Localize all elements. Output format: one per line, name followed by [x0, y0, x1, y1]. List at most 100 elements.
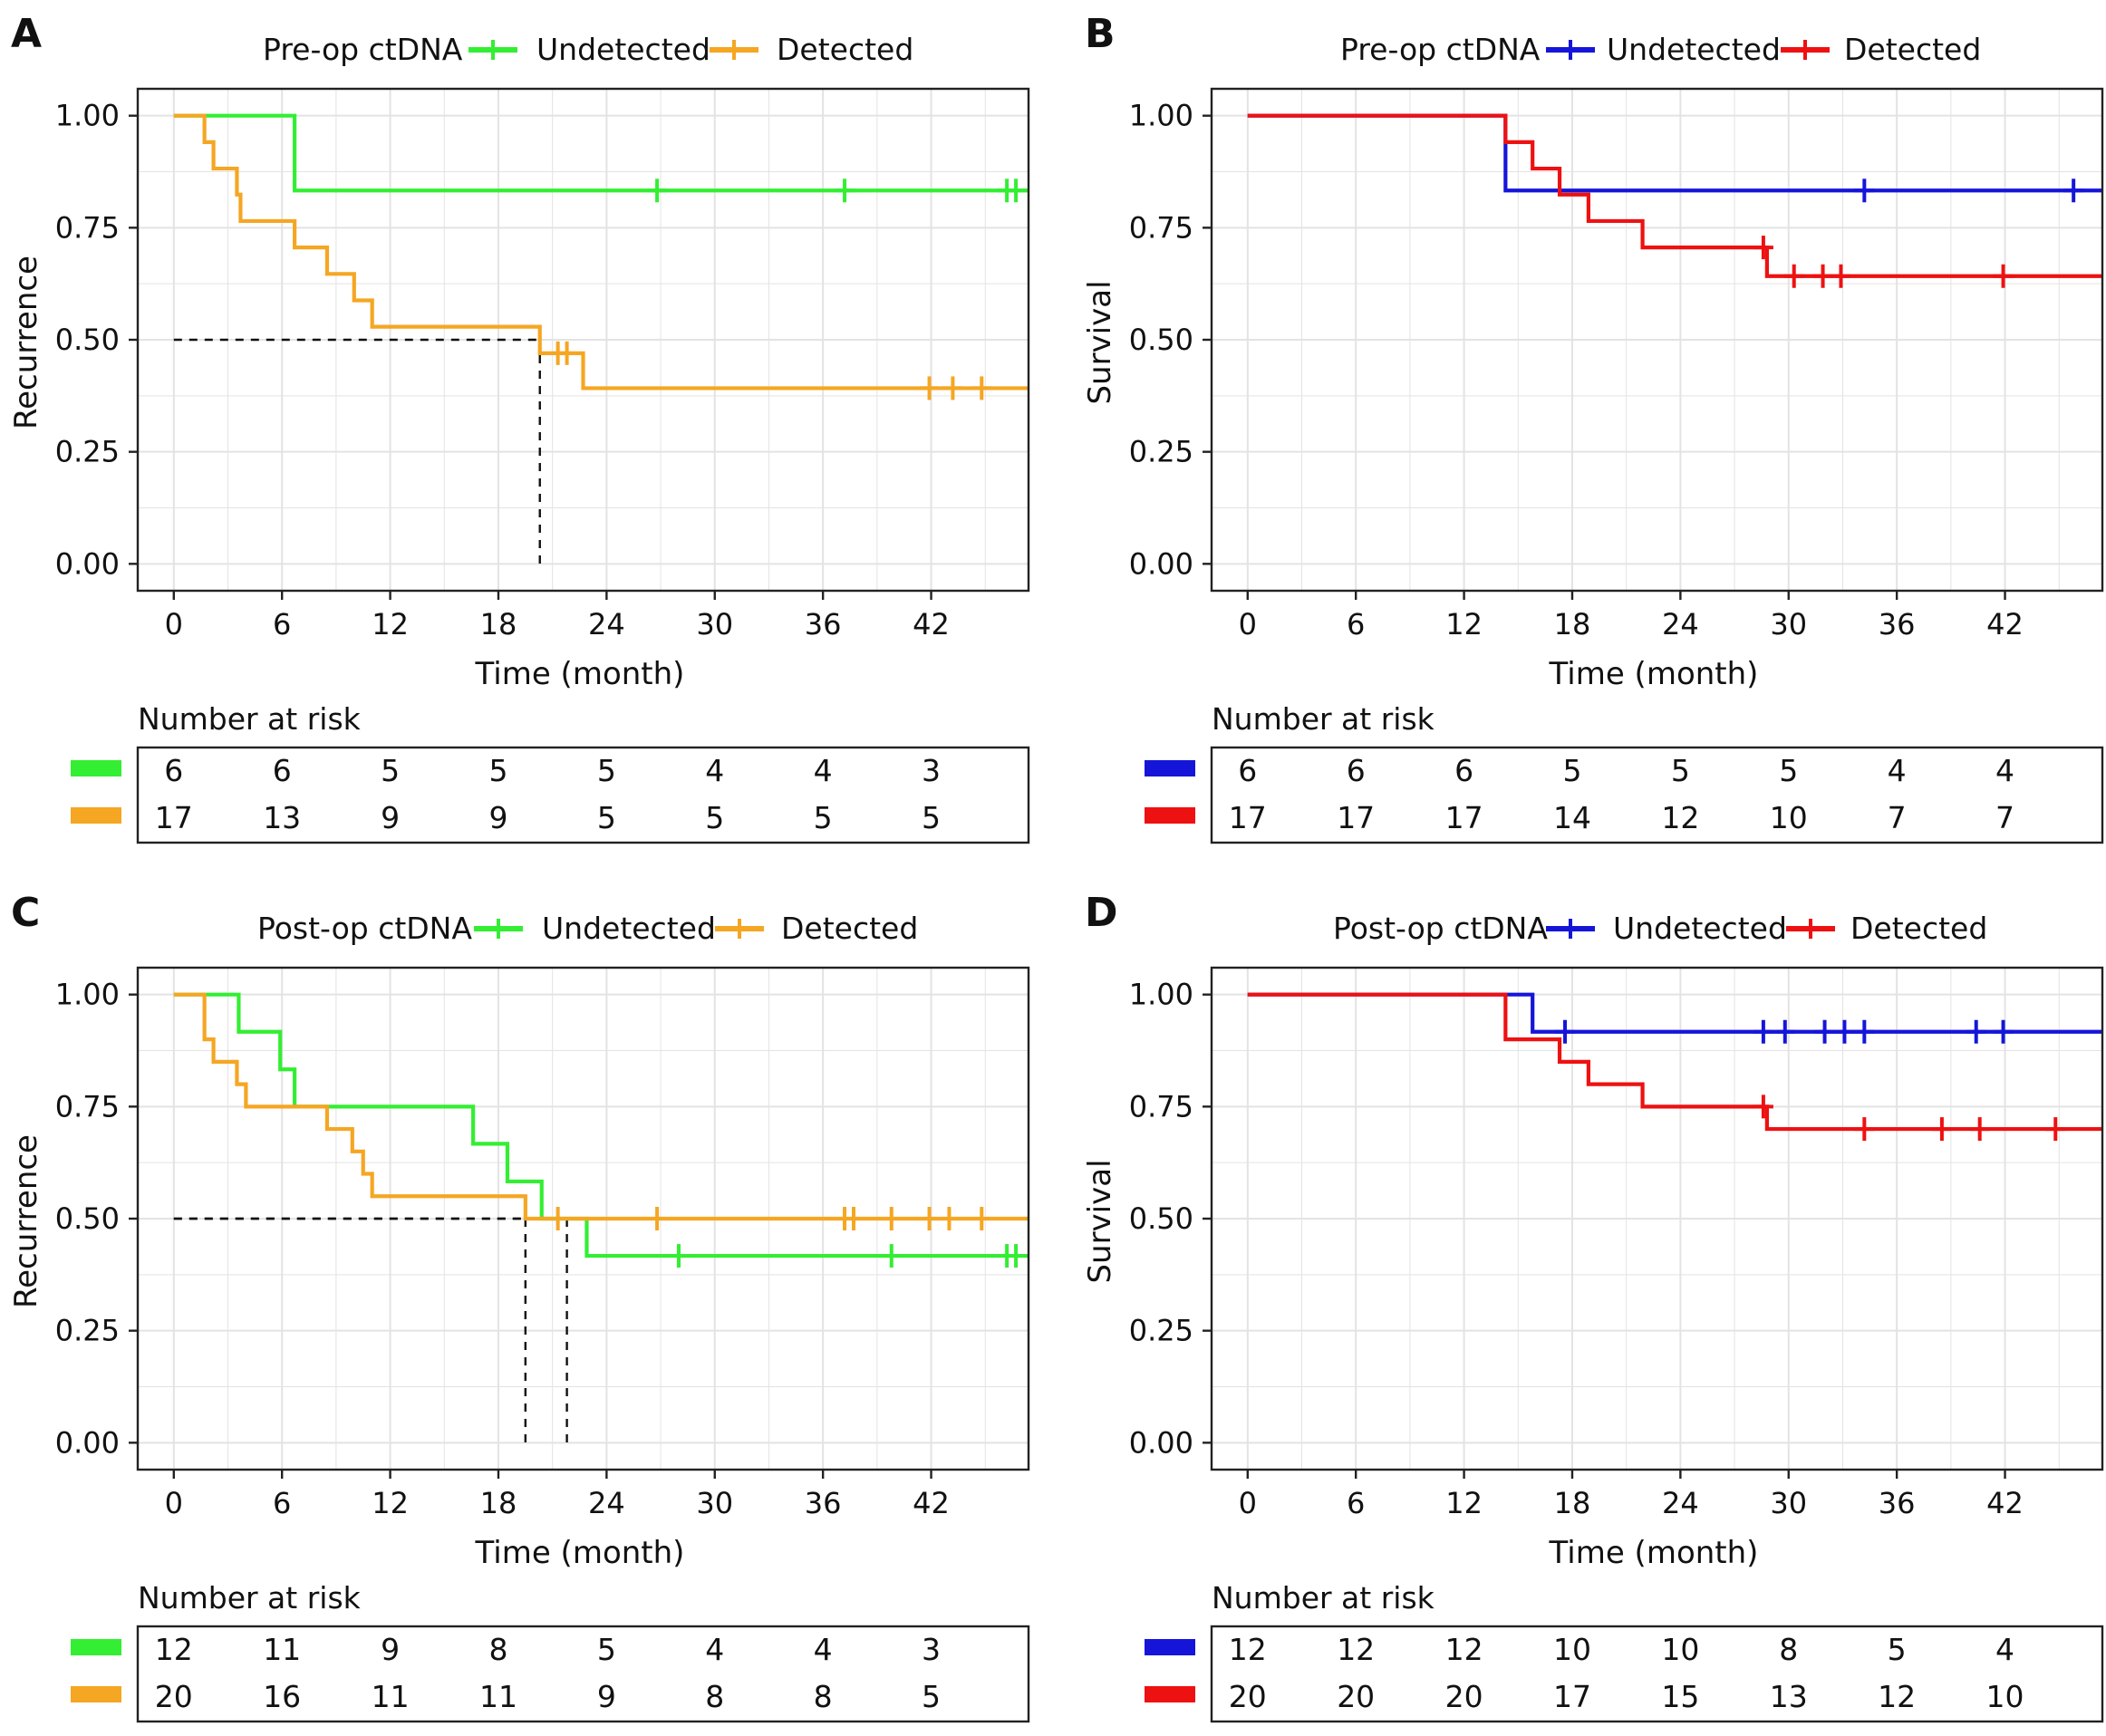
- legend-item-detected: Detected: [1786, 911, 1987, 946]
- risk-count: 17: [1337, 800, 1375, 835]
- risk-table: 6 6 6 5 5 5 4 4 17 17 17 14 12 10 7 7: [1145, 746, 2104, 844]
- risk-count: 6: [1347, 753, 1366, 788]
- panel-c: C Post-op ctDNA Undetected Detected 0.00…: [8, 890, 1030, 1723]
- censor-mark: [919, 376, 940, 400]
- risk-table: 6 6 5 5 5 4 4 3 17 13 9 9 5 5 5 5: [71, 746, 1030, 844]
- y-tick-label: 0.75: [55, 1089, 120, 1124]
- legend-item-detected: Detected: [1781, 32, 1981, 67]
- risk-count: 16: [263, 1679, 301, 1714]
- censor-mark: [668, 1244, 689, 1268]
- censor-mark: [942, 376, 963, 400]
- censor-mark: [939, 1207, 960, 1230]
- legend-item-undetected: Undetected: [1546, 32, 1781, 67]
- x-tick-label: 36: [805, 607, 842, 641]
- risk-table-frame: [1210, 746, 2104, 844]
- risk-count: 9: [381, 1632, 400, 1667]
- risk-count: 13: [1770, 1679, 1808, 1714]
- risk-count: 14: [1553, 800, 1591, 835]
- risk-count: 12: [1229, 1632, 1267, 1667]
- risk-count: 12: [155, 1632, 193, 1667]
- risk-count: 9: [381, 800, 400, 835]
- x-tick-label: 12: [372, 607, 409, 641]
- risk-count: 5: [597, 1632, 616, 1667]
- risk-count: 5: [1671, 753, 1690, 788]
- risk-row-swatch-detected: [71, 807, 121, 824]
- censor-mark: [843, 1207, 864, 1230]
- censor-mark: [1753, 236, 1773, 260]
- risk-count: 17: [1445, 800, 1483, 835]
- y-tick-label: 1.00: [55, 978, 120, 1012]
- censor-mark: [1555, 1019, 1576, 1044]
- legend-title: Post-op ctDNA: [1333, 911, 1548, 946]
- risk-count: 5: [705, 800, 724, 835]
- legend-item-undetected: Undetected: [474, 911, 716, 946]
- risk-count: 10: [1553, 1632, 1591, 1667]
- risk-count: 5: [597, 753, 616, 788]
- x-tick-label: 36: [1879, 1486, 1916, 1520]
- y-tick-label: 1.00: [1129, 978, 1193, 1012]
- risk-count: 12: [1878, 1679, 1916, 1714]
- censor-mark: [1834, 1019, 1855, 1044]
- risk-count: 20: [1337, 1679, 1375, 1714]
- y-tick-label: 0.25: [55, 435, 120, 469]
- censor-mark: [971, 376, 992, 400]
- x-tick-label: 18: [1554, 1486, 1591, 1520]
- y-tick-label: 1.00: [55, 99, 120, 133]
- x-tick-label: 18: [480, 1486, 517, 1520]
- risk-count: 10: [1986, 1679, 2024, 1714]
- legend-item-detected: Detected: [715, 911, 918, 946]
- x-tick-label: 12: [372, 1486, 409, 1520]
- risk-count: 3: [922, 1632, 941, 1667]
- risk-count: 12: [1337, 1632, 1375, 1667]
- risk-count: 10: [1661, 1632, 1699, 1667]
- risk-count: 9: [597, 1679, 616, 1714]
- risk-count: 20: [1445, 1679, 1483, 1714]
- risk-count: 5: [922, 800, 941, 835]
- x-tick-label: 6: [273, 607, 291, 641]
- legend-item-undetected: Undetected: [1546, 911, 1787, 946]
- x-tick-label: 42: [1986, 1486, 2024, 1520]
- x-tick-label: 36: [805, 1486, 842, 1520]
- x-tick-label: 42: [913, 607, 950, 641]
- panel-letter: C: [11, 890, 40, 936]
- panel-b: B Pre-op ctDNA Undetected Detected 0.000…: [1082, 11, 2104, 844]
- panel-letter: A: [11, 11, 42, 57]
- censor-mark: [647, 1207, 668, 1230]
- risk-count: 6: [1454, 753, 1473, 788]
- y-tick-label: 0.50: [1129, 323, 1193, 357]
- legend-label-detected: Detected: [781, 911, 918, 946]
- legend-label-undetected: Undetected: [1613, 911, 1787, 946]
- x-axis-title: Time (month): [1549, 1535, 1759, 1571]
- censor-mark: [2063, 178, 2084, 203]
- y-tick-label: 0.75: [1129, 210, 1193, 245]
- x-tick-label: 30: [1770, 1486, 1807, 1520]
- risk-table-title: Number at risk: [1212, 701, 1435, 737]
- y-tick-label: 0.50: [55, 323, 120, 357]
- risk-count: 8: [705, 1679, 724, 1714]
- legend-label-detected: Detected: [1850, 911, 1987, 946]
- risk-count: 4: [1995, 753, 2014, 788]
- risk-count: 5: [488, 753, 507, 788]
- censor-mark: [1854, 1019, 1875, 1044]
- legend-label-undetected: Undetected: [536, 32, 710, 67]
- x-tick-label: 24: [588, 1486, 625, 1520]
- censor-mark: [1993, 1019, 2014, 1044]
- censor-mark: [1854, 1117, 1875, 1142]
- x-tick-label: 18: [480, 607, 517, 641]
- censor-mark: [1006, 178, 1027, 203]
- legend-title: Pre-op ctDNA: [263, 32, 463, 67]
- y-axis-title: Survival: [1082, 280, 1118, 404]
- legend-title: Pre-op ctDNA: [1340, 32, 1541, 67]
- risk-table-title: Number at risk: [138, 1580, 362, 1615]
- x-tick-label: 36: [1879, 607, 1916, 641]
- risk-count: 6: [164, 753, 183, 788]
- x-tick-label: 30: [1770, 607, 1807, 641]
- risk-row-swatch-detected: [71, 1686, 121, 1702]
- y-tick-label: 0.00: [55, 546, 120, 581]
- x-tick-label: 42: [913, 1486, 950, 1520]
- risk-count: 4: [1995, 1632, 2014, 1667]
- risk-count: 10: [1770, 800, 1808, 835]
- panel-letter: B: [1085, 11, 1116, 57]
- y-axis-title: Survival: [1082, 1159, 1118, 1283]
